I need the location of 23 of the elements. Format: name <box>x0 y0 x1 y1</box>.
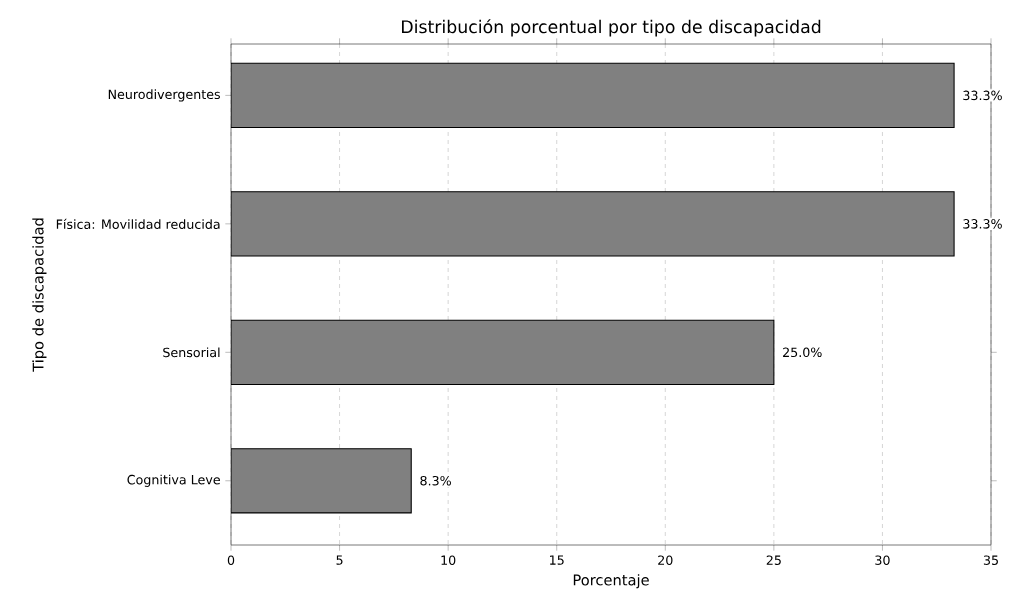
bar <box>231 191 955 257</box>
bar <box>231 319 775 385</box>
x-tick-label: 25 <box>766 555 781 565</box>
data-label: 8.3% <box>420 475 451 486</box>
bar <box>231 62 955 129</box>
x-tick-label: 30 <box>875 555 890 565</box>
x-tick-label: 20 <box>658 555 673 565</box>
data-label: 33.3% <box>963 90 1002 101</box>
data-label: 33.3% <box>963 219 1002 229</box>
chart-title: Distribución porcentual por tipo de discapacidad <box>402 19 821 37</box>
x-tick-label: 15 <box>550 555 564 565</box>
data-label: 25.0% <box>783 347 822 358</box>
y-tick-label: Neurodivergentes <box>108 89 220 102</box>
x-tick-label: 5 <box>336 555 343 565</box>
y-tick-label: Sensorial <box>163 347 220 358</box>
y-axis-title: Tipo de discapacidad <box>32 218 47 372</box>
y-tick-label: Cognitiva Leve <box>127 474 220 487</box>
bar <box>231 448 412 514</box>
x-tick-label: 0 <box>227 555 235 565</box>
x-tick-label: 35 <box>983 555 998 565</box>
x-tick-label: 10 <box>441 555 456 565</box>
y-tick-label: Física: Movilidad reducida <box>56 218 220 230</box>
x-axis-title: Porcentaje <box>573 574 649 589</box>
